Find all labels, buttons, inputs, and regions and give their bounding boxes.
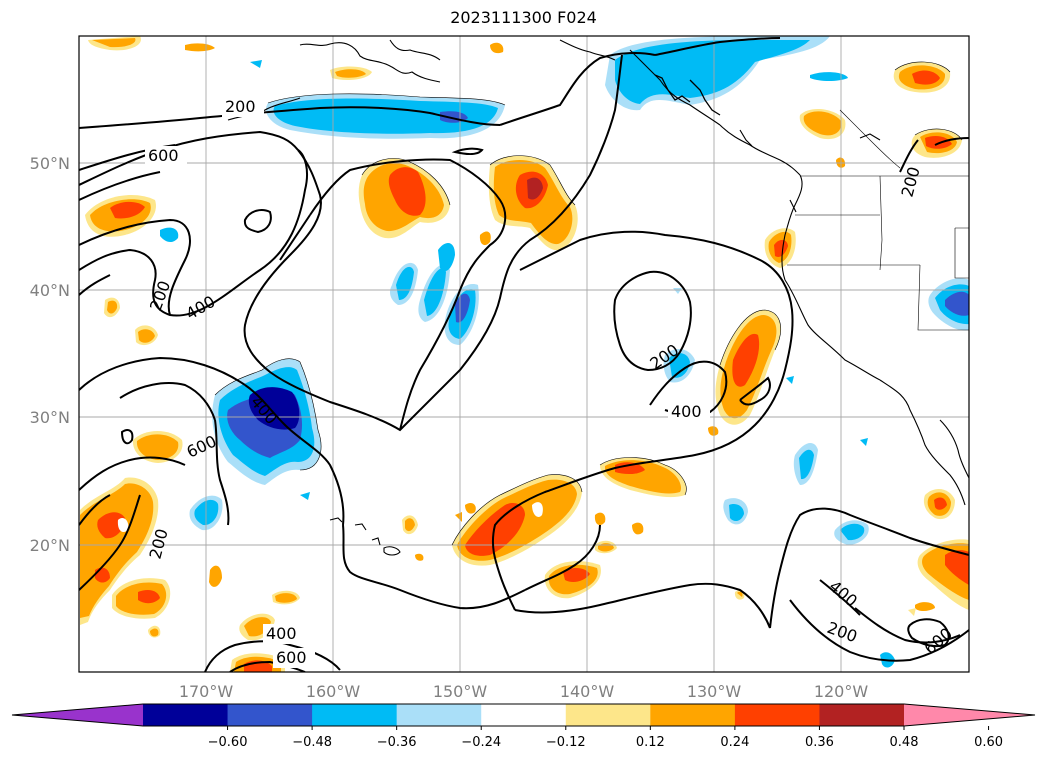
colorbar-tick-label: −0.36: [377, 735, 417, 750]
colorbar-outline: [11, 703, 1036, 727]
map-area: [79, 36, 969, 672]
contour-lines: [79, 37, 969, 672]
graticule: [79, 36, 969, 672]
colorbar-tick-label: −0.12: [546, 735, 586, 750]
colorbar-swatch: [650, 704, 736, 726]
contour-label: 600: [148, 146, 179, 165]
lon-label: 160°W: [306, 682, 361, 701]
colorbar: −0.60 −0.48 −0.36 −0.24 −0.12 0.12 0.24 0.36 0.4…: [11, 703, 1036, 750]
lon-label: 130°W: [687, 682, 742, 701]
lon-label: 120°W: [814, 682, 869, 701]
colorbar-tick-label: 0.24: [720, 735, 749, 750]
lat-label: 30°N: [30, 408, 70, 427]
colorbar-tick-label: 0.60: [974, 735, 1003, 750]
map-title: 2023111300 F024: [450, 8, 597, 27]
lon-label: 150°W: [433, 682, 488, 701]
colorbar-tick-label: 0.48: [890, 735, 919, 750]
colorbar-swatch: [143, 704, 229, 726]
colorbar-swatch: [396, 704, 482, 726]
colorbar-tick-label: 0.12: [636, 735, 665, 750]
shade-outlines: [214, 61, 963, 546]
colorbar-tick-label: −0.24: [461, 735, 501, 750]
colorbar-swatch: [819, 704, 905, 726]
longitude-labels: 170°W 160°W 150°W 140°W 130°W 120°W: [179, 682, 869, 701]
colorbar-swatch: [481, 704, 567, 726]
latitude-labels: 50°N 40°N 30°N 20°N: [30, 154, 70, 555]
colorbar-extend-max: [904, 704, 1035, 726]
colorbar-swatch: [312, 704, 398, 726]
contour-label: 400: [671, 402, 702, 421]
lat-label: 50°N: [30, 154, 70, 173]
contour-label: 400: [266, 624, 297, 643]
map-frame: [78, 35, 970, 673]
colorbar-swatch: [565, 704, 651, 726]
lat-label: 20°N: [30, 536, 70, 555]
lon-label: 170°W: [179, 682, 234, 701]
contour-label: 600: [276, 648, 307, 667]
lat-label: 40°N: [30, 281, 70, 300]
colorbar-tick-label: −0.60: [208, 735, 248, 750]
colorbar-tick-label: −0.48: [292, 735, 332, 750]
colorbar-extend-min: [12, 704, 143, 726]
lon-label: 140°W: [560, 682, 615, 701]
colorbar-tick-label: 0.36: [805, 735, 834, 750]
coastlines: [227, 39, 969, 556]
political-borders: [787, 109, 969, 331]
contour-label: 200: [225, 97, 256, 116]
colorbar-swatch: [734, 704, 820, 726]
colorbar-swatch: [227, 704, 313, 726]
